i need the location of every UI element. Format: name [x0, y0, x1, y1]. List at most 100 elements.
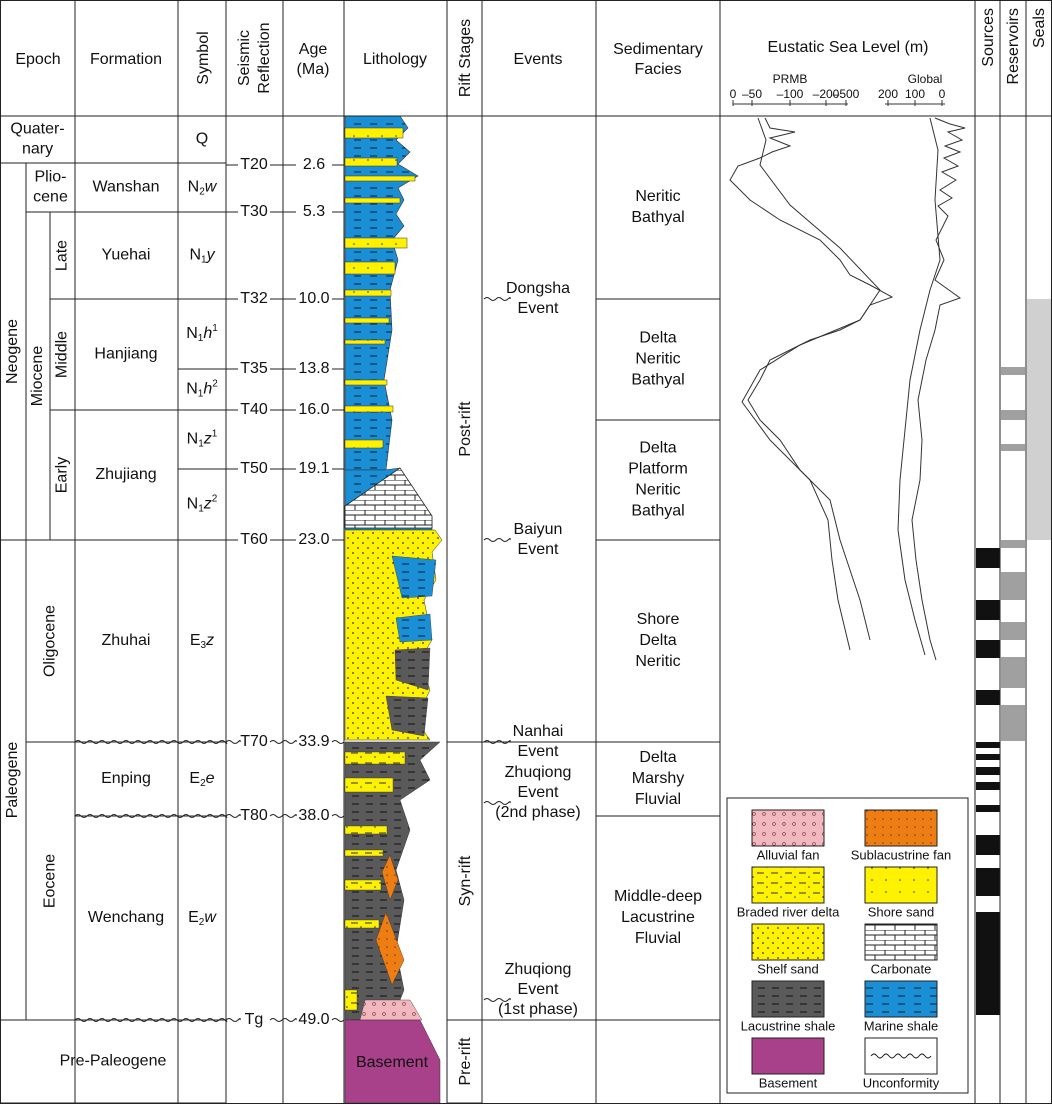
legend-swatch — [751, 866, 825, 904]
prmb-tick: –100 — [777, 87, 804, 101]
unconformity — [483, 740, 511, 744]
legend-swatch — [751, 1037, 825, 1075]
header-facies: Facies — [634, 61, 681, 78]
formation: Zhuhai — [102, 632, 151, 649]
symbol-sup: 2 — [212, 378, 218, 389]
header-reservoirs: Reservoirs — [1005, 8, 1022, 84]
event: Nanhai — [513, 723, 564, 740]
age: 16.0 — [298, 401, 329, 418]
symbol-sub: 1 — [198, 333, 204, 344]
symbol-main: Q — [196, 131, 208, 148]
unit-label: Eocene — [42, 854, 59, 908]
header-rift: Rift Stages — [457, 19, 474, 97]
formation: Wenchang — [88, 909, 164, 926]
seismic-horizon: T32 — [240, 290, 268, 307]
age: 10.0 — [298, 290, 329, 307]
unconformity — [483, 998, 511, 1002]
symbol-sub: 1 — [198, 438, 204, 449]
facies: Fluvial — [635, 791, 681, 808]
unconformity — [331, 814, 345, 818]
facies: Shore — [637, 611, 680, 628]
unconformity — [483, 801, 511, 805]
event: Dongsha — [506, 280, 570, 297]
header-events: Events — [514, 51, 563, 68]
formation: Yuehai — [102, 247, 151, 264]
prmb-tick: –200 — [813, 87, 840, 101]
event: (2nd phase) — [495, 804, 580, 821]
header-facies: Sedimentary — [613, 41, 703, 58]
header-symbol: Symbol — [195, 31, 212, 84]
age: 19.1 — [298, 460, 329, 477]
global-tick: 200 — [878, 87, 898, 101]
legend-swatch — [751, 980, 825, 1018]
unit-label: Pre-Paleogene — [60, 1053, 167, 1070]
age: 49.0 — [298, 1011, 329, 1028]
symbol-sub: 1 — [198, 503, 204, 514]
age: 23.0 — [298, 531, 329, 548]
unconformity — [483, 297, 511, 301]
header-seals: Seals — [1031, 8, 1048, 48]
header-age: Age — [299, 41, 328, 58]
unconformity — [331, 740, 345, 744]
prmb-tick: –50 — [742, 87, 762, 101]
symbol: N1z1 — [187, 428, 218, 449]
event: Event — [518, 784, 559, 801]
sea-level-curves — [729, 100, 966, 661]
legend-label: Braded river delta — [737, 904, 840, 919]
facies: Delta — [639, 749, 676, 766]
symbol: E3z — [190, 632, 214, 650]
legend-label: Shore sand — [868, 904, 935, 919]
symbol: Q — [196, 131, 208, 148]
rift-stage: Syn-rift — [457, 855, 474, 906]
symbol-main: N — [188, 179, 200, 196]
symbol-main: N — [186, 325, 198, 342]
event: Baiyun — [514, 521, 563, 538]
symbol-main: N — [186, 381, 198, 398]
header-sources: Sources — [980, 8, 997, 67]
event: Event — [518, 981, 559, 998]
facies: Delta — [639, 440, 676, 457]
symbol-main: N — [187, 496, 199, 513]
seismic-horizon: T80 — [240, 807, 268, 824]
facies: Neritic — [635, 188, 680, 205]
unit-label: nary — [22, 141, 53, 158]
unconformity — [269, 814, 297, 818]
seismic-horizon: Tg — [245, 1011, 264, 1028]
legend-label: Unconformity — [863, 1075, 940, 1090]
unconformity — [269, 740, 297, 744]
facies: Fluvial — [635, 930, 681, 947]
facies: Middle-deep — [614, 888, 702, 905]
symbol-sub: 2 — [199, 917, 205, 928]
facies: Neritic — [635, 351, 680, 368]
unconformity — [74, 1018, 228, 1022]
unit-label: Late — [54, 240, 71, 271]
event: Event — [518, 300, 559, 317]
unit-label: Paleogene — [4, 742, 21, 819]
unconformity — [269, 1018, 297, 1022]
facies: Neritic — [635, 653, 680, 670]
symbol-main: N — [189, 247, 201, 264]
age: 2.6 — [303, 156, 325, 173]
facies: Bathyal — [631, 503, 684, 520]
legend-wave — [870, 1053, 932, 1059]
unit-label: cene — [33, 189, 68, 206]
unit-label: Quater- — [10, 121, 64, 138]
prmb-tick: –500 — [833, 87, 860, 101]
facies: Delta — [639, 632, 676, 649]
rift-stage: Pre-rift — [457, 1037, 474, 1086]
symbol-letter: w — [204, 909, 217, 926]
facies: Marshy — [632, 770, 684, 787]
symbol-main: E — [189, 770, 200, 787]
legend-label: Basement — [759, 1075, 818, 1090]
age: 13.8 — [298, 360, 329, 377]
seismic-horizon: T70 — [240, 733, 268, 750]
legend-swatch — [864, 809, 938, 847]
header-seismic: Seismic — [236, 30, 253, 86]
symbol-letter: y — [206, 247, 216, 264]
basement-label: Basement — [356, 1054, 429, 1071]
unit-label: Middle — [54, 331, 71, 378]
symbol: E2e — [189, 770, 214, 788]
header-prmb: PRMB — [773, 72, 808, 86]
legend-label: Carbonate — [871, 961, 932, 976]
header-lithology: Lithology — [363, 51, 427, 68]
